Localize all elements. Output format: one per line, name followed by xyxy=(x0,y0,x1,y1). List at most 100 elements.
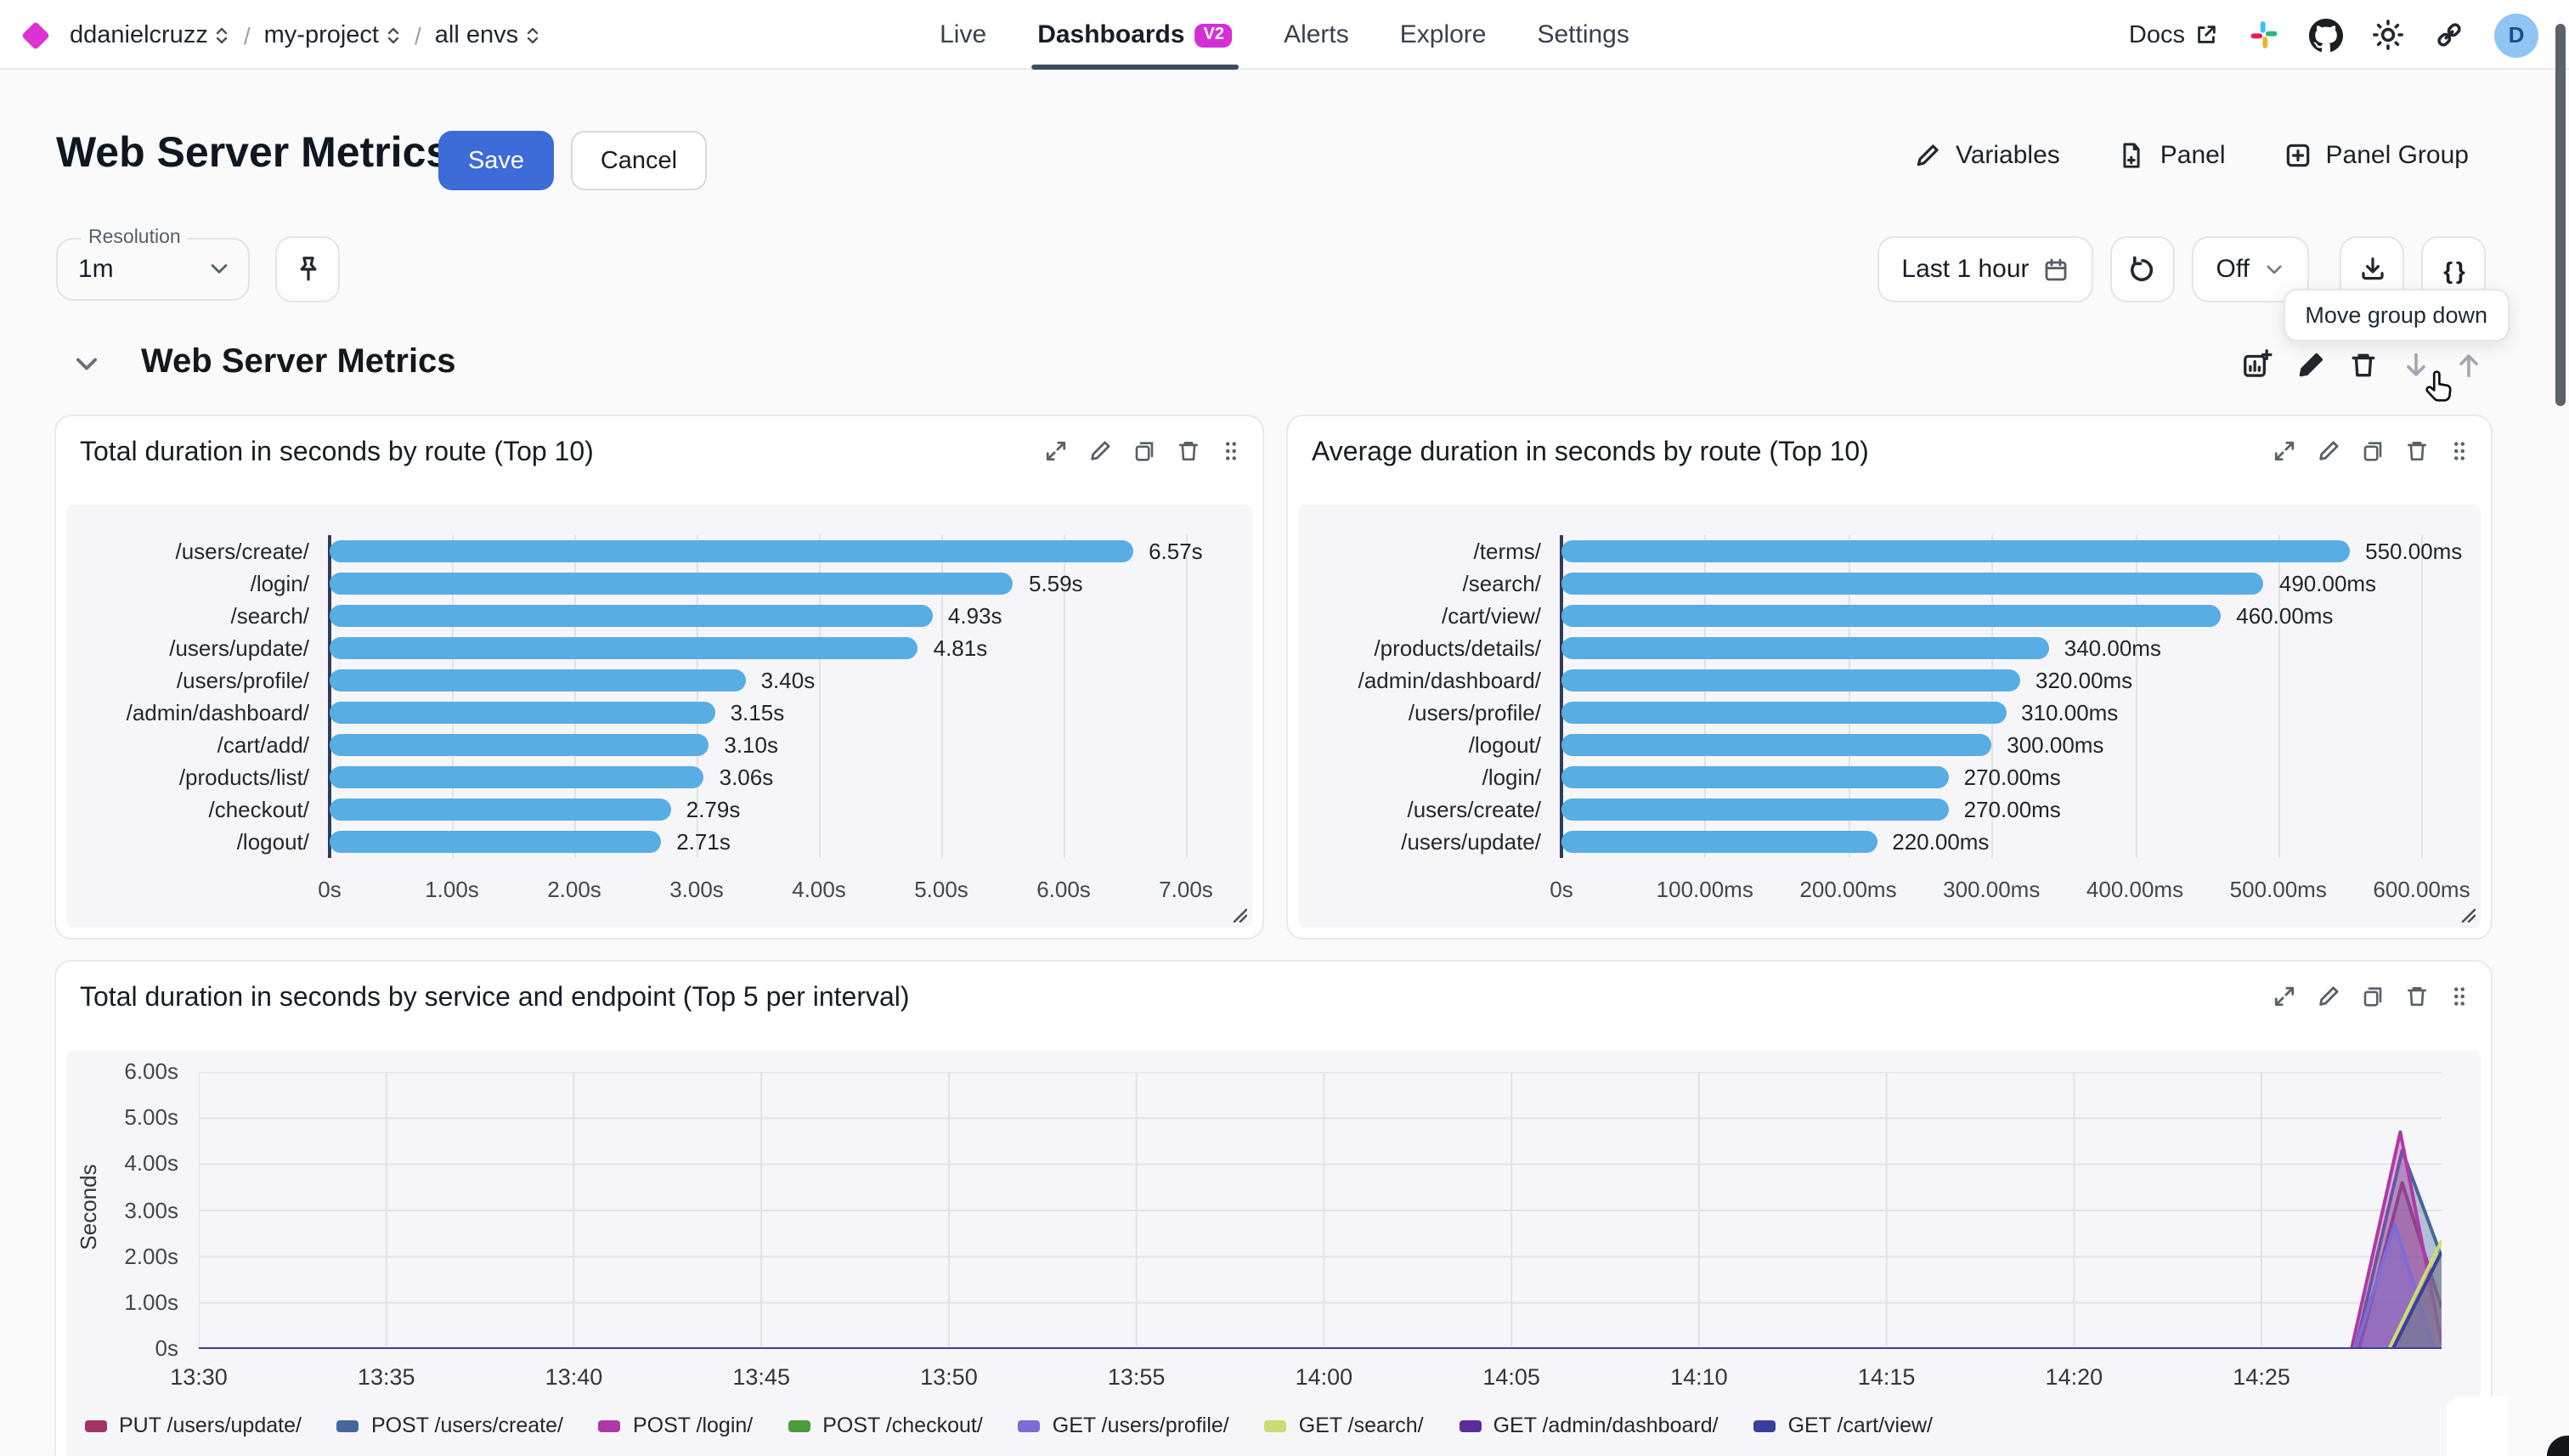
cancel-button[interactable]: Cancel xyxy=(571,131,707,190)
delete-group-button[interactable] xyxy=(2348,349,2379,380)
resize-corner-icon[interactable] xyxy=(2459,906,2476,923)
slack-button[interactable] xyxy=(2248,19,2280,51)
copy-link-button[interactable] xyxy=(2433,19,2465,51)
expand-panel-button[interactable] xyxy=(1043,438,1069,464)
legend-label: POST /users/create/ xyxy=(370,1414,563,1437)
tab-alerts[interactable]: Alerts xyxy=(1284,0,1349,70)
legend-item[interactable]: GET /search/ xyxy=(1264,1414,1424,1437)
time-series-chart: Seconds 0s 1.00s 2.00s 3.00s 4.00s 5.00s 6.00s 1… xyxy=(66,1050,2481,1456)
gridline xyxy=(328,535,331,858)
breadcrumb-env-selector[interactable]: all envs xyxy=(435,21,540,48)
edit-panel-button[interactable] xyxy=(2316,438,2341,464)
bar[interactable] xyxy=(1561,734,1992,756)
bar[interactable] xyxy=(1561,637,2049,659)
legend-label: POST /login/ xyxy=(632,1414,754,1437)
brand-logo-icon[interactable] xyxy=(21,20,50,49)
tab-explore[interactable]: Explore xyxy=(1400,0,1487,70)
github-button[interactable] xyxy=(2309,18,2343,52)
bar-rows: 6.57s 5.59s 4.93s 4.81s 3.40s 3.15s 3.10s 3.06s… xyxy=(330,535,1247,858)
duplicate-panel-button[interactable] xyxy=(1132,438,1157,464)
bar-category-label: /users/update/ xyxy=(1401,829,1541,855)
legend-item[interactable]: POST /users/create/ xyxy=(336,1414,563,1437)
legend-item[interactable]: POST /login/ xyxy=(598,1414,754,1437)
time-range-button[interactable]: Last 1 hour xyxy=(1877,236,2094,302)
group-collapse-button[interactable] xyxy=(71,348,102,379)
delete-panel-button[interactable] xyxy=(1176,438,1201,464)
bar[interactable] xyxy=(1561,605,2222,627)
bar[interactable] xyxy=(330,831,662,853)
breadcrumb-project-selector[interactable]: my-project xyxy=(264,21,401,48)
expand-panel-button[interactable] xyxy=(2272,438,2297,464)
edit-panel-button[interactable] xyxy=(2316,984,2341,1009)
resolution-legend: Resolution xyxy=(88,228,181,248)
resize-corner-icon[interactable] xyxy=(1230,906,1247,923)
breadcrumb-org-selector[interactable]: ddanielcruzz xyxy=(70,21,230,48)
legend-item[interactable]: PUT /users/update/ xyxy=(85,1414,302,1437)
user-avatar[interactable]: D xyxy=(2494,13,2538,57)
refresh-button[interactable] xyxy=(2110,236,2176,302)
legend-item[interactable]: GET /admin/dashboard/ xyxy=(1459,1414,1719,1437)
top-nav-bar: ddanielcruzz / my-project / all envs Liv… xyxy=(0,0,2569,70)
add-panel-group-button[interactable]: Panel Group xyxy=(2284,141,2469,170)
resolution-select[interactable]: Resolution 1m xyxy=(56,228,250,301)
bar[interactable] xyxy=(330,669,746,691)
duplicate-panel-button[interactable] xyxy=(2360,438,2386,464)
bar[interactable] xyxy=(330,637,918,659)
bar-value-label: 4.93s xyxy=(947,603,1002,629)
legend-swatch xyxy=(598,1419,621,1431)
bar-plot xyxy=(1560,535,2479,858)
bar[interactable] xyxy=(1561,766,1949,788)
drag-handle[interactable] xyxy=(1220,438,1242,464)
gridline xyxy=(941,535,943,858)
x-tick-label: 13:55 xyxy=(1107,1364,1166,1390)
vertical-scrollbar-thumb[interactable] xyxy=(2555,24,2566,406)
drag-handle-icon xyxy=(2454,442,2465,460)
tab-settings[interactable]: Settings xyxy=(1537,0,1629,70)
time-series-plot[interactable] xyxy=(199,1072,2442,1349)
variables-button[interactable]: Variables xyxy=(1913,141,2060,170)
docs-link[interactable]: Docs xyxy=(2129,21,2219,48)
duplicate-panel-button[interactable] xyxy=(2360,984,2386,1009)
save-button[interactable]: Save xyxy=(438,131,554,190)
delete-panel-button[interactable] xyxy=(2404,438,2430,464)
bar[interactable] xyxy=(1561,702,2007,724)
bar[interactable] xyxy=(1561,831,1877,853)
legend-item[interactable]: GET /users/profile/ xyxy=(1018,1414,1229,1437)
x-tick-label: 13:35 xyxy=(357,1364,415,1390)
bar-value-label: 270.00ms xyxy=(1963,797,2061,822)
legend-item[interactable]: GET /cart/view/ xyxy=(1753,1414,1933,1437)
bar[interactable] xyxy=(330,540,1134,562)
drag-handle[interactable] xyxy=(2448,438,2470,464)
move-group-down-button[interactable] xyxy=(2401,349,2431,380)
bar[interactable] xyxy=(330,734,709,756)
add-panel-to-group-button[interactable] xyxy=(2241,348,2273,381)
edit-group-button[interactable] xyxy=(2295,349,2326,380)
y-tick-label: 4.00s xyxy=(124,1150,178,1177)
bar[interactable] xyxy=(1561,573,2264,595)
bar[interactable] xyxy=(330,702,715,724)
bar[interactable] xyxy=(1561,799,1949,821)
pin-button[interactable] xyxy=(275,236,340,302)
move-group-up-button[interactable] xyxy=(2453,349,2484,380)
bar[interactable] xyxy=(330,799,671,821)
tab-dashboards[interactable]: Dashboards V2 xyxy=(1030,0,1239,70)
bar[interactable] xyxy=(330,766,704,788)
gridline xyxy=(1704,535,1707,858)
delete-panel-button[interactable] xyxy=(2404,984,2430,1009)
bar[interactable] xyxy=(330,605,933,627)
drag-handle[interactable] xyxy=(2448,984,2470,1009)
x-tick-label: 4.00s xyxy=(792,877,846,902)
bar-category-label: /products/details/ xyxy=(1374,635,1541,661)
bar[interactable] xyxy=(1561,540,2351,562)
bar-row: 3.10s xyxy=(330,729,1247,761)
panel-title: Total duration in seconds by route (Top … xyxy=(80,438,594,467)
tab-live[interactable]: Live xyxy=(940,0,986,70)
bar[interactable] xyxy=(330,573,1013,595)
legend-item[interactable]: POST /checkout/ xyxy=(788,1414,983,1437)
bar[interactable] xyxy=(1561,669,2020,691)
add-panel-button[interactable]: Panel xyxy=(2118,141,2226,170)
theme-toggle-button[interactable] xyxy=(2372,19,2404,51)
expand-panel-button[interactable] xyxy=(2272,984,2297,1009)
bar-category-label: /admin/dashboard/ xyxy=(1358,668,1541,693)
edit-panel-button[interactable] xyxy=(1087,438,1113,464)
